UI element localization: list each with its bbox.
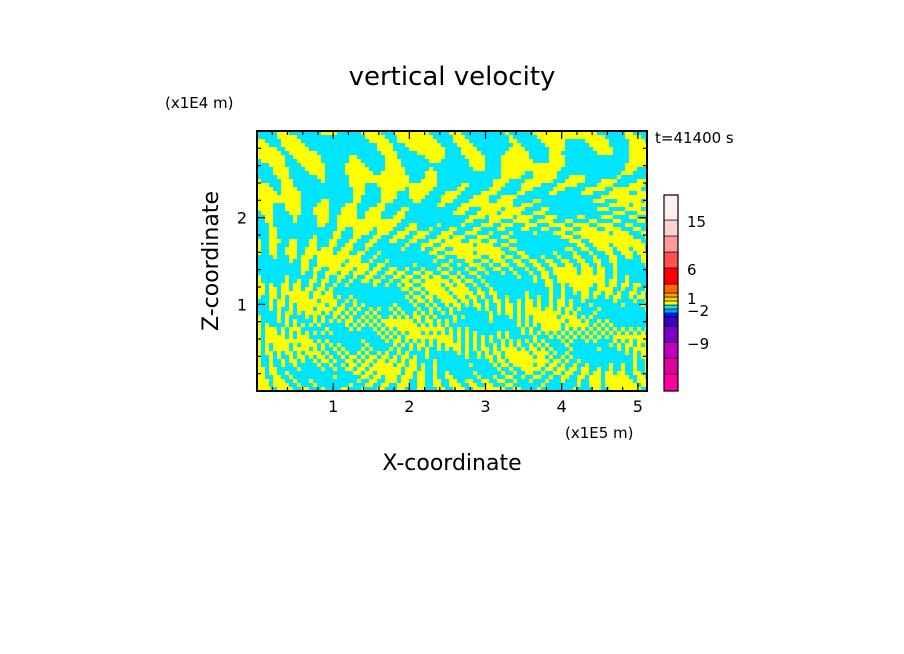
colorbar-level (663, 194, 679, 221)
colorbar-tick-label: −9 (687, 335, 709, 353)
velocity-field (257, 131, 647, 391)
y-axis-label: Z-coordinate (199, 191, 224, 331)
x-tick-label: 1 (328, 397, 338, 416)
chart-title: vertical velocity (349, 62, 556, 92)
colorbar-tick-label: 15 (687, 213, 706, 231)
colorbar-level (663, 251, 679, 269)
y-scale-label: (x1E4 m) (165, 94, 234, 112)
plot-frame (256, 130, 648, 392)
colorbar-level (663, 341, 679, 359)
x-tick-label: 4 (557, 397, 567, 416)
colorbar-level (663, 325, 679, 343)
colorbar-tick-label: −2 (687, 302, 709, 320)
time-label: t=41400 s (655, 129, 734, 147)
colorbar-frame (663, 194, 679, 392)
x-axis-label: X-coordinate (382, 451, 521, 476)
colorbar-level (663, 304, 679, 310)
colorbar-level (663, 308, 679, 314)
colorbar-tick-label: 6 (687, 261, 697, 279)
colorbar-level (663, 267, 679, 285)
colorbar-level (663, 316, 679, 327)
colorbar-tick-label: 1 (687, 290, 697, 308)
x-tick-label: 2 (404, 397, 414, 416)
y-tick-label: 2 (237, 209, 247, 228)
colorbar-level (663, 300, 679, 306)
y-tick-label: 1 (237, 295, 247, 314)
colorbar-level (663, 283, 679, 294)
colorbar-level (663, 312, 679, 318)
colorbar-level (663, 219, 679, 237)
x-tick-label: 3 (480, 397, 490, 416)
y-axis: 12 (237, 147, 647, 375)
colorbar: 15 6 1−2 −9 (663, 194, 709, 392)
colorbar-level (663, 296, 679, 302)
x-axis: 1 2 3 4 5 (271, 131, 643, 416)
colorbar-level (663, 292, 679, 298)
colorbar-level (663, 235, 679, 253)
x-tick-label: 5 (633, 397, 643, 416)
positive-velocity-region (257, 131, 647, 391)
x-scale-label: (x1E5 m) (565, 424, 634, 442)
colorbar-level (663, 357, 679, 375)
colorbar-level (663, 373, 679, 392)
